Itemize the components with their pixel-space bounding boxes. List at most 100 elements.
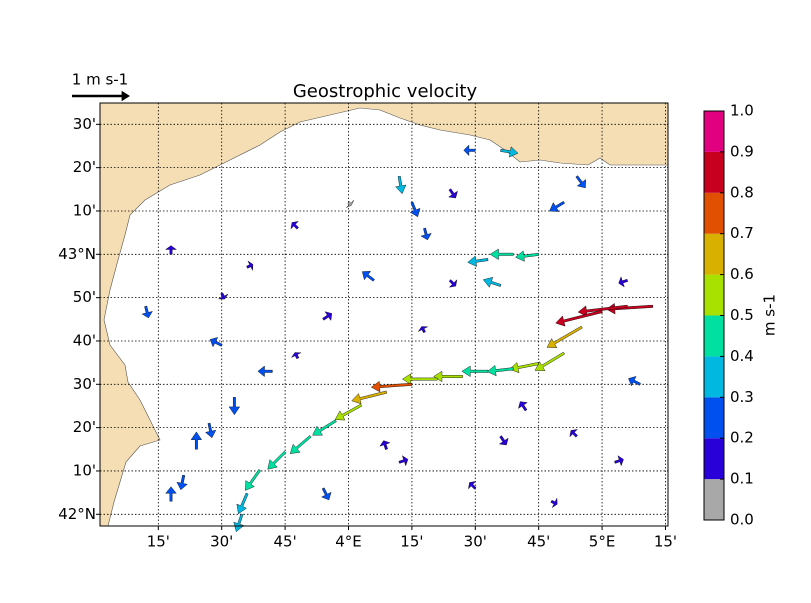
- velocity-arrow: [518, 401, 528, 412]
- velocity-arrow: [486, 365, 514, 377]
- colorbar-band: [704, 274, 724, 316]
- grid: [100, 103, 668, 526]
- velocity-arrow: [321, 487, 332, 501]
- x-tick-label: 15': [654, 533, 677, 551]
- velocity-arrow: [550, 497, 558, 509]
- x-tick-label: 15': [147, 533, 170, 551]
- velocity-arrow: [463, 144, 476, 157]
- velocity-arrow: [312, 419, 337, 436]
- scale-arrow: [72, 90, 130, 102]
- velocity-arrow: [245, 469, 261, 491]
- velocity-arrow: [398, 455, 409, 467]
- velocity-arrow: [555, 310, 603, 327]
- velocity-arrow: [362, 271, 375, 282]
- velocity-arrow: [614, 455, 624, 467]
- velocity-arrow: [322, 311, 333, 322]
- x-tick-label: 15': [400, 533, 423, 551]
- colorbar-band: [704, 397, 724, 439]
- y-tick-label: 20': [73, 158, 96, 176]
- colorbar-tick-label: 0.1: [730, 470, 754, 488]
- velocity-arrow: [628, 376, 641, 387]
- velocity-arrow: [141, 305, 153, 319]
- y-tick-label: 30': [73, 115, 96, 133]
- velocity-arrow: [489, 248, 514, 260]
- x-tick-label: 5°E: [589, 533, 616, 551]
- velocity-arrow: [417, 326, 428, 334]
- velocity-arrow: [165, 245, 177, 255]
- velocity-arrow: [236, 492, 249, 515]
- velocity-arrow: [461, 365, 489, 377]
- colorbar-band: [704, 111, 724, 152]
- velocity-arrow: [233, 513, 245, 533]
- velocity-arrow: [546, 325, 583, 348]
- velocity-arrow: [209, 337, 223, 348]
- velocity-arrow: [395, 175, 407, 195]
- velocity-arrow: [420, 227, 432, 241]
- colorbar-tick-label: 0.5: [730, 306, 754, 324]
- velocity-arrow: [606, 303, 654, 315]
- velocity-arrow: [217, 292, 229, 300]
- colorbar-band: [704, 356, 724, 398]
- colorbar-tick-label: 0.2: [730, 429, 754, 447]
- y-tick-label: 43°N: [58, 245, 96, 263]
- colorbar-tick-label: 0.7: [730, 224, 754, 242]
- velocity-arrow: [468, 481, 477, 490]
- velocity-arrow: [618, 276, 629, 288]
- velocity-arrow: [534, 351, 565, 371]
- velocity-arrow: [379, 440, 391, 450]
- velocity-arrow: [575, 175, 586, 189]
- velocity-arrow: [577, 304, 628, 317]
- plot-frame: [99, 102, 669, 527]
- velocity-arrow: [289, 435, 312, 454]
- velocity-arrow: [409, 201, 421, 218]
- colorbar-band: [704, 151, 724, 193]
- velocity-arrow: [257, 365, 273, 378]
- velocity-arrow: [549, 201, 565, 212]
- colorbar-band: [704, 315, 724, 357]
- x-tick-label: 45': [273, 533, 296, 551]
- y-tick-label: 10': [73, 461, 96, 479]
- x-tick-label: 30': [210, 533, 233, 551]
- velocity-arrow: [569, 429, 578, 438]
- colorbar-tick-label: 0.3: [730, 388, 754, 406]
- velocity-arrow: [370, 380, 413, 393]
- velocity-arrow: [246, 260, 254, 272]
- velocity-arrow: [509, 362, 540, 374]
- colorbar-tick-label: 1.0: [730, 102, 754, 120]
- colorbar-tick-label: 0.6: [730, 265, 754, 283]
- velocity-arrow: [176, 474, 188, 491]
- velocity-arrow: [334, 403, 363, 421]
- colorbar-band: [704, 233, 724, 275]
- y-tick-label: 42°N: [58, 505, 96, 523]
- velocity-arrow: [482, 277, 502, 288]
- velocity-arrow: [467, 255, 489, 267]
- colorbar-tick-label: 0.8: [730, 183, 754, 201]
- colorbar-tick-label: 0.9: [730, 142, 754, 160]
- velocity-arrow: [267, 450, 287, 470]
- velocity-arrow: [228, 397, 241, 416]
- velocity-arrow: [165, 486, 177, 502]
- velocity-arrow: [448, 188, 458, 199]
- y-tick-label: 10': [73, 201, 96, 219]
- y-tick-label: 50': [73, 288, 96, 306]
- velocity-arrow: [346, 200, 354, 208]
- velocity-arrow: [205, 422, 217, 439]
- velocity-arrow: [515, 250, 540, 262]
- colorbar-band: [704, 192, 724, 234]
- velocity-arrow: [448, 279, 458, 288]
- velocity-arrow: [433, 370, 463, 383]
- velocity-arrow: [290, 352, 302, 360]
- x-tick-label: 4°E: [335, 533, 362, 551]
- y-tick-label: 30': [73, 375, 96, 393]
- colorbar-band: [704, 438, 724, 480]
- velocity-arrow: [290, 221, 299, 230]
- colorbar: 0.0 0.1 0.2 0.3 0.4 0.5 0.6 0.7 0.8 0.9 1.0: [703, 102, 754, 529]
- scale-label: 1 m s-1: [72, 71, 128, 89]
- y-tick-label: 20': [73, 418, 96, 436]
- x-tick-label: 30': [464, 533, 487, 551]
- y-tick-label: 40': [73, 331, 96, 349]
- map-title: Geostrophic velocity: [293, 81, 478, 102]
- x-tick-label: 45': [527, 533, 550, 551]
- velocity-arrow: [498, 435, 509, 446]
- arrows: [141, 144, 654, 533]
